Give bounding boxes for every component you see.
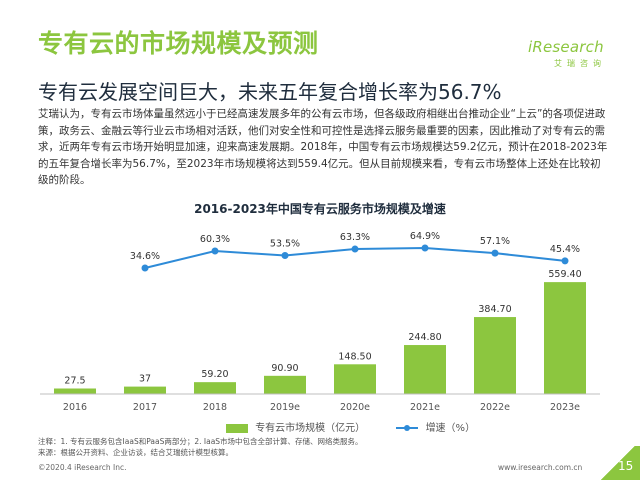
growth-point [211,247,219,255]
x-tick-label: 2017 [133,402,157,413]
legend-line-swatch [396,425,419,431]
x-tick-label: 2019e [270,402,300,413]
footer-copyright: ©2020.4 iResearch Inc. [38,463,127,472]
growth-value-label: 53.5% [270,239,300,250]
bar-2017 [124,386,166,394]
x-tick-label: 2022e [480,402,510,413]
x-tick-label: 2016 [63,402,87,413]
bar-value-label: 27.5 [64,376,85,387]
growth-value-label: 64.9% [410,231,440,242]
x-tick-label: 2020e [340,402,370,413]
page-number-corner [596,446,640,480]
bar-2023e [544,282,586,394]
growth-value-label: 45.4% [550,244,580,255]
page-number: 15 [618,459,634,473]
x-tick-label: 2021e [410,402,440,413]
growth-point [351,245,359,253]
growth-value-label: 60.3% [200,234,230,245]
growth-point [141,264,149,272]
note-line: 注释：1. 专有云服务包含IaaS和PaaS两部分；2. IaaS市场中包含全部… [38,437,363,446]
growth-point [421,244,429,252]
logo-name: iResearch [528,38,604,56]
growth-value-label: 57.1% [480,236,510,247]
bar-2020e [334,364,376,394]
growth-line-series: 34.6% 60.3% 53.5% 63.3% 64.9% 57.1% 45.4% [130,231,580,272]
bar-2018 [194,382,236,394]
bar-2021e [404,345,446,394]
bar-series: 27.5 37 59.20 90.90 148.50 244.80 384.70 559.40 [54,269,586,394]
bar-value-label: 59.20 [201,369,228,380]
x-tick-label: 2018 [203,402,227,413]
bar-value-label: 559.40 [548,269,581,280]
chart-legend: 专有云市场规模（亿元） 增速（%） [226,419,503,434]
legend-item-bar: 专有云市场规模（亿元） [226,419,365,434]
bar-2016 [54,388,96,394]
bar-2022e [474,317,516,394]
growth-point [561,257,569,265]
bar-2019e [264,375,306,394]
source-line: 来源：根据公开资料、企业访谈，结合艾瑞统计模型核算。 [38,447,233,457]
bar-value-label: 384.70 [478,304,511,315]
legend-item-line: 增速（%） [396,419,475,434]
bar-value-label: 37 [139,374,151,385]
bar-value-label: 244.80 [408,332,441,343]
x-tick-labels: 2016 2017 2018 2019e 2020e 2021e 2022e 2023e [63,402,580,413]
growth-value-label: 34.6% [130,251,160,262]
page-subtitle: 专有云发展空间巨大，未来五年复合增长率为56.7% [38,80,502,104]
iresearch-logo: iResearch 艾瑞咨询 [528,38,628,72]
legend-bar-swatch [226,423,248,433]
legend-line-label: 增速（%） [425,423,476,434]
logo-sub: 艾瑞咨询 [554,59,606,68]
chart-title: 2016-2023年中国专有云服务市场规模及增速 [194,202,446,216]
chart-notes: 注释：1. 专有云服务包含IaaS和PaaS两部分；2. IaaS市场中包含全部… [38,437,363,458]
growth-point [281,252,289,260]
summary-paragraph: 艾瑞认为，专有云市场体量虽然远小于已经高速发展多年的公有云市场，但各级政府相继出… [38,108,608,186]
page-title: 专有云的市场规模及预测 [38,29,319,58]
legend-bar-label: 专有云市场规模（亿元） [255,423,366,434]
growth-value-label: 63.3% [340,232,370,243]
bar-value-label: 148.50 [338,351,371,362]
bar-value-label: 90.90 [271,363,298,374]
x-tick-label: 2023e [550,402,580,413]
footer-url: www.iresearch.com.cn [498,463,583,472]
growth-point [491,249,499,257]
